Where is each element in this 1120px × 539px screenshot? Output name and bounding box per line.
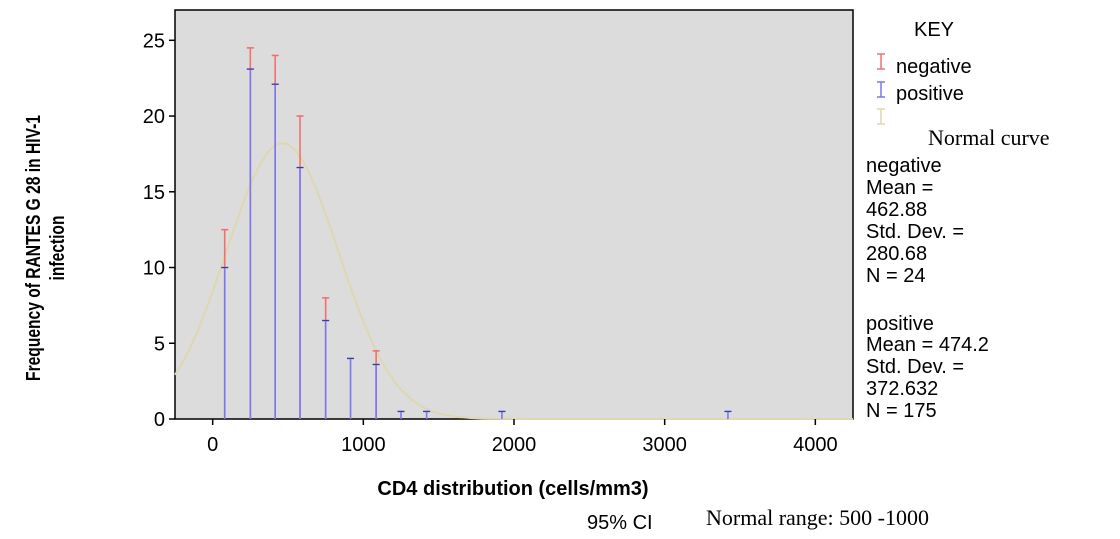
stats-negative-line: Std. Dev. = [866,221,964,243]
bar-positive [498,410,506,419]
plot-area [174,9,854,420]
bar-positive [296,166,304,419]
footer-ci-label: 95% CI [587,512,653,534]
x-axis: 0 1000 2000 3000 4000 [207,419,838,456]
bar-positive [322,319,330,419]
stats-negative-line: N = 24 [866,265,925,287]
error-bars-layer [221,47,732,419]
legend-title: KEY [914,19,954,41]
legend-normal-curve-marker [877,108,885,125]
normal-curve-line [174,142,853,420]
legend-positive-marker [877,81,885,98]
bar-positive [397,410,405,419]
x-tick-label: 3000 [642,434,687,456]
y-tick-label: 0 [154,409,165,431]
x-tick-label: 0 [207,434,218,456]
legend: KEY negative positive Normal curve negat… [866,19,1050,422]
y-tick-label: 15 [143,182,165,204]
bar-positive [221,266,229,419]
bar-positive [724,410,732,419]
bar-positive [246,68,254,419]
x-tick-label: 4000 [793,434,838,456]
stats-negative-line: 280.68 [866,243,927,265]
bar-positive [372,363,380,419]
stats-positive-group: positive [866,313,934,335]
y-tick-label: 25 [143,30,165,52]
normal-curve-layer [174,142,853,420]
y-tick-label: 5 [154,333,165,355]
y-tick-label: 20 [143,106,165,128]
bar-positive [347,357,355,419]
stats-negative-group: negative [866,155,942,177]
stats-positive-line: Std. Dev. = [866,356,964,378]
stats-negative-line: Mean = [866,177,933,199]
x-axis-title: CD4 distribution (cells/mm3) [377,478,648,500]
y-axis-title-line2: infection [46,216,68,281]
x-tick-label: 1000 [341,434,386,456]
legend-positive-label: positive [896,83,964,105]
stats-positive-line: 372.632 [866,378,938,400]
y-tick-label: 10 [143,258,165,280]
x-tick-label: 2000 [492,434,537,456]
y-axis: 0 5 10 15 20 25 [143,30,175,431]
bar-positive [271,83,279,419]
stats-negative-line: 462.88 [866,199,927,221]
bar-positive [423,410,431,419]
legend-negative-label: negative [896,56,972,78]
stats-positive-line: N = 175 [866,400,937,422]
legend-normal-curve-label: Normal curve [928,125,1050,150]
stats-positive-line: Mean = 474.2 [866,334,989,356]
footer-normal-range: Normal range: 500 -1000 [706,505,929,530]
legend-negative-marker [877,53,885,70]
y-axis-title-line1: Frequency of RANTES G 28 in HIV-1 [22,115,44,381]
